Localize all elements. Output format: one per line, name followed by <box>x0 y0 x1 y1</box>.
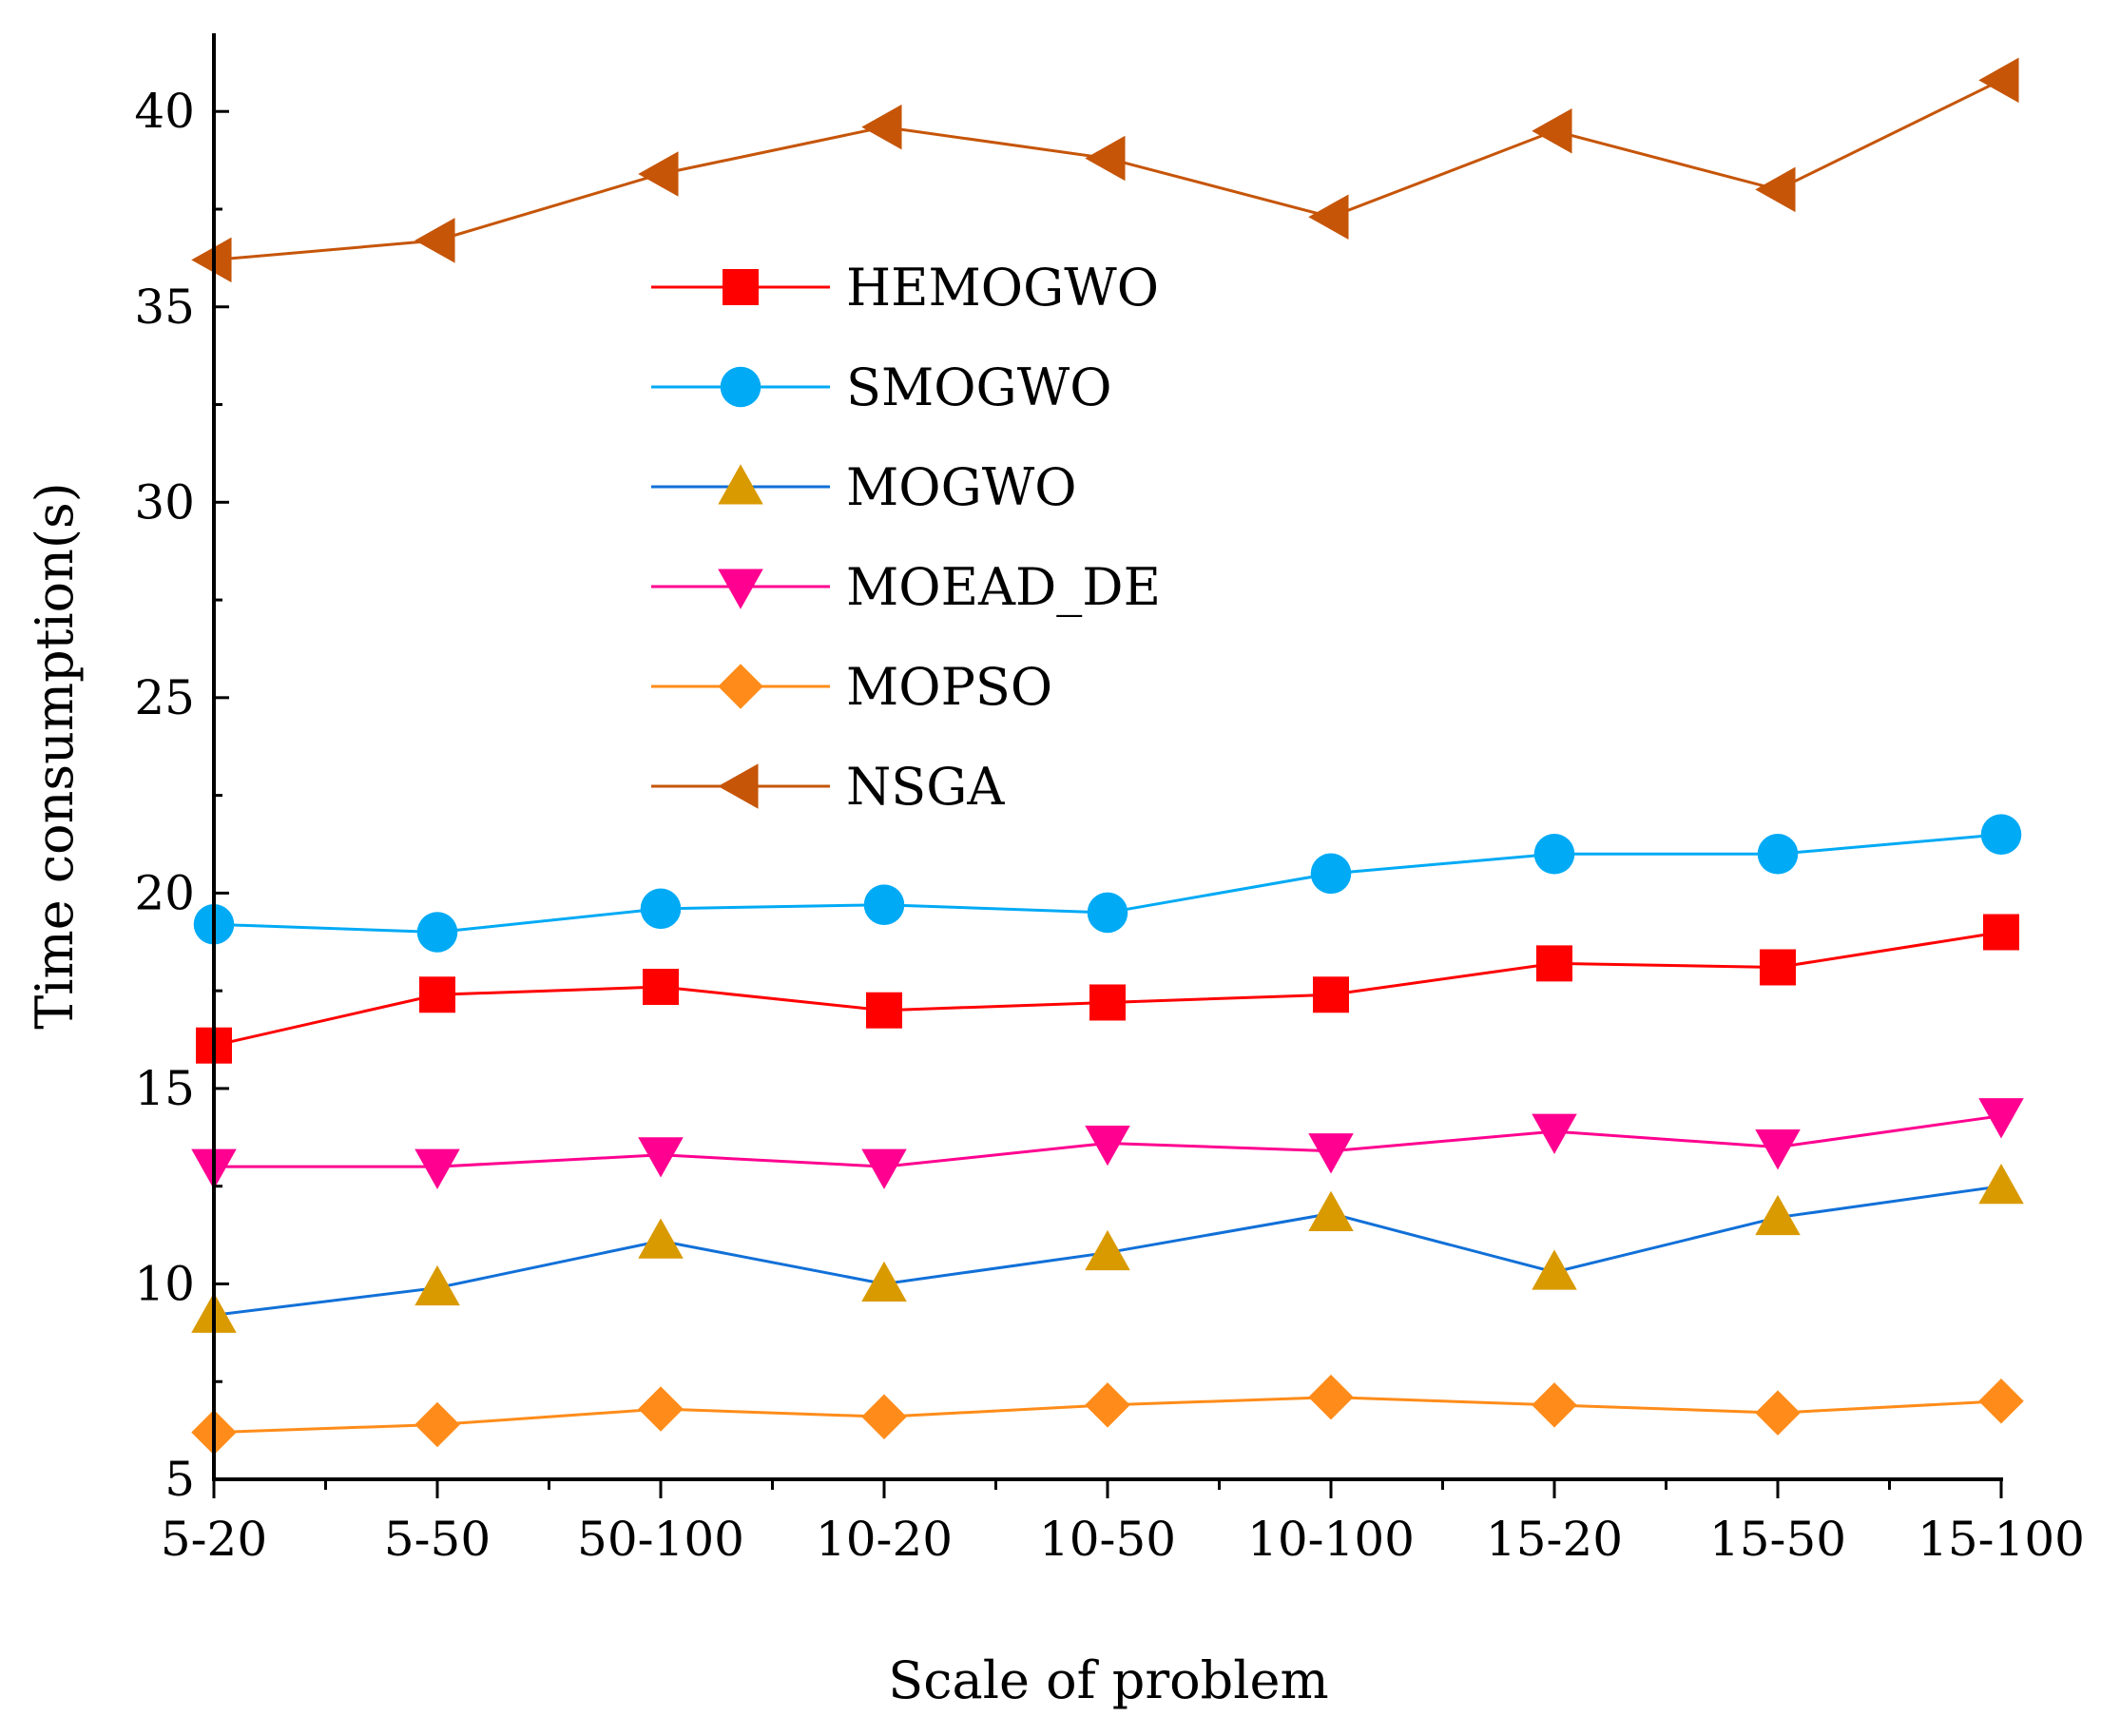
data-point-moead-de <box>638 1137 684 1178</box>
legend-label: MOEAD_DE <box>846 557 1161 617</box>
legend-item-nsga: NSGA <box>651 757 1005 817</box>
legend-label: NSGA <box>846 757 1005 817</box>
data-point-nsga <box>638 151 679 197</box>
data-point-hemogwo <box>866 992 902 1029</box>
y-axis-title: Time consumption(s) <box>25 482 85 1030</box>
legend-marker-moead-de <box>718 569 763 609</box>
y-tick-label: 20 <box>134 865 195 920</box>
data-point-mogwo <box>414 1264 460 1306</box>
legend-item-mogwo: MOGWO <box>651 457 1076 517</box>
legend-item-mopso: MOPSO <box>651 657 1052 717</box>
legend-item-hemogwo: HEMOGWO <box>651 258 1159 318</box>
data-point-mopso <box>1085 1382 1130 1428</box>
data-point-mogwo <box>861 1261 907 1302</box>
x-tick-label: 5-50 <box>384 1512 491 1567</box>
data-point-mogwo <box>1085 1229 1130 1271</box>
data-point-smogwo <box>863 884 905 925</box>
data-point-nsga <box>1085 135 1126 182</box>
data-point-moead-de <box>414 1148 460 1189</box>
data-point-hemogwo <box>1760 949 1796 986</box>
y-tick-label: 10 <box>134 1256 195 1311</box>
data-point-mopso <box>1308 1374 1354 1420</box>
series-hemogwo <box>196 914 2019 1064</box>
data-point-mogwo <box>1755 1194 1801 1236</box>
data-point-nsga <box>861 104 902 150</box>
data-point-mopso <box>638 1386 684 1432</box>
y-tick-label: 15 <box>134 1061 195 1116</box>
series-mopso <box>191 1374 2024 1456</box>
data-point-moead-de <box>1532 1113 1577 1154</box>
data-point-mopso <box>1755 1390 1801 1436</box>
x-tick-label: 10-50 <box>1039 1512 1176 1567</box>
x-tick-label: 5-20 <box>161 1512 267 1567</box>
data-point-nsga <box>191 237 232 283</box>
series-nsga <box>191 57 2019 283</box>
legend-item-smogwo: SMOGWO <box>651 357 1111 417</box>
series-layer <box>191 57 2024 1456</box>
data-point-hemogwo <box>643 969 679 1006</box>
data-point-moead-de <box>861 1148 907 1189</box>
legend-marker-hemogwo <box>723 269 759 305</box>
x-tick-label: 15-50 <box>1709 1512 1846 1567</box>
data-point-moead-de <box>1085 1125 1130 1167</box>
series-moead-de <box>191 1098 2024 1189</box>
legend-label: MOPSO <box>846 657 1052 717</box>
x-axis-title: Scale of problem <box>888 1650 1328 1710</box>
data-point-mogwo <box>1978 1163 2024 1205</box>
y-tick-label: 30 <box>134 474 195 530</box>
data-point-nsga <box>1308 194 1349 240</box>
data-point-mogwo <box>1532 1249 1577 1290</box>
x-tick-label: 50-100 <box>577 1512 744 1567</box>
series-smogwo <box>193 814 2022 953</box>
legend-label: MOGWO <box>846 457 1076 517</box>
x-tick-label: 10-100 <box>1247 1512 1415 1567</box>
data-point-hemogwo <box>419 976 455 1013</box>
x-tick-label: 15-100 <box>1918 1512 2085 1567</box>
data-point-smogwo <box>1533 833 1575 875</box>
data-point-smogwo <box>640 888 682 930</box>
data-point-nsga <box>414 218 455 263</box>
data-point-mogwo <box>638 1218 684 1259</box>
legend-marker-mopso <box>718 664 763 709</box>
data-point-smogwo <box>1757 833 1799 875</box>
data-point-hemogwo <box>1983 914 2019 951</box>
legend-item-moead-de: MOEAD_DE <box>651 557 1161 617</box>
y-tick-label: 25 <box>134 670 195 725</box>
data-point-mopso <box>861 1394 907 1439</box>
y-tick-label: 40 <box>134 84 195 139</box>
data-point-nsga <box>1755 166 1796 213</box>
ticks: 5 10 15 20 25 30 35 40 5-20 5-50 50-100 10-20 10-50 1… <box>134 84 2085 1567</box>
data-point-smogwo <box>416 912 458 953</box>
data-point-hemogwo <box>1536 945 1572 982</box>
data-point-nsga <box>1532 108 1572 154</box>
data-point-hemogwo <box>1089 984 1126 1021</box>
legend-marker-nsga <box>718 763 759 809</box>
x-tick-label: 10-20 <box>816 1512 953 1567</box>
y-tick-label: 5 <box>164 1452 195 1507</box>
legend-label: SMOGWO <box>846 357 1111 417</box>
x-tick-label: 15-20 <box>1486 1512 1623 1567</box>
series-mogwo <box>191 1163 2024 1333</box>
data-point-smogwo <box>1310 853 1352 895</box>
legend-label: HEMOGWO <box>846 258 1159 318</box>
legend: HEMOGWO SMOGWO MOGWO MOEAD_DE MOPSO NSGA <box>651 258 1161 817</box>
data-point-moead-de <box>1978 1098 2024 1139</box>
data-point-mopso <box>1978 1379 2024 1424</box>
data-point-mopso <box>1532 1382 1577 1428</box>
y-tick-label: 35 <box>134 280 195 335</box>
data-point-hemogwo <box>1313 976 1349 1013</box>
data-point-smogwo <box>1980 814 2022 855</box>
data-point-smogwo <box>1087 892 1128 934</box>
data-point-mopso <box>414 1401 460 1448</box>
data-point-mogwo <box>1308 1190 1354 1231</box>
data-point-moead-de <box>1755 1129 1801 1170</box>
legend-marker-smogwo <box>720 366 761 408</box>
data-point-moead-de <box>1308 1133 1354 1174</box>
legend-marker-mogwo <box>718 464 763 505</box>
data-point-nsga <box>1978 57 2019 104</box>
